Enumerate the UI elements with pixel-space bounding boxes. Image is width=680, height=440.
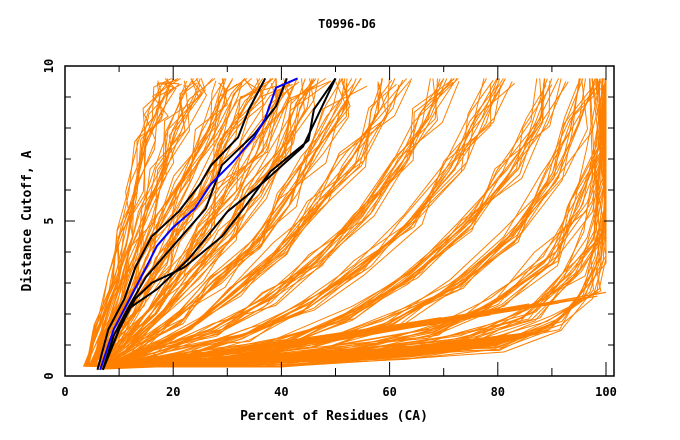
model-line-6-12 — [101, 78, 351, 368]
x-axis: 0 20 40 60 80 100 — [61, 66, 617, 399]
model-line-4-9 — [95, 83, 291, 368]
highlight-blue-line — [99, 77, 298, 371]
model-line-14-8 — [117, 78, 607, 368]
model-line-9-13 — [108, 78, 498, 368]
highlight-black-4-line — [101, 77, 337, 371]
model-lines-dense-band — [97, 329, 552, 370]
model-line-9-11 — [108, 78, 487, 368]
model-line-1-12 — [89, 78, 200, 367]
y-tick-label: 5 — [42, 217, 56, 224]
plot-area — [82, 77, 607, 371]
model-line-4-13 — [100, 78, 277, 367]
model-line-7-10 — [105, 83, 397, 368]
x-tick-label: 100 — [595, 385, 617, 399]
model-line-5-11 — [97, 78, 313, 368]
model-line-8-12 — [101, 78, 441, 368]
model-line-6-11 — [103, 78, 362, 368]
model-line-12-10 — [113, 78, 607, 368]
model-line-7-13 — [105, 84, 400, 368]
x-tick-label: 0 — [61, 385, 68, 399]
model-line-0-12 — [87, 79, 177, 367]
model-line-10-9 — [107, 78, 560, 368]
model-line-6-13 — [99, 83, 354, 368]
model-line-4-11 — [95, 82, 279, 368]
model-line-7-12 — [101, 78, 390, 368]
model-line-0-13 — [88, 77, 172, 367]
model-line-10-10 — [111, 81, 569, 368]
model-line-8-10 — [99, 81, 454, 368]
highlighted-model-lines — [96, 77, 337, 371]
model-line-6-9 — [105, 78, 357, 368]
model-line-3-8 — [96, 80, 243, 368]
model-line-8-0 — [102, 78, 445, 368]
model-line-14-9 — [119, 84, 607, 368]
chart-title: T0996-D6 — [318, 17, 376, 31]
model-line-8-13 — [104, 78, 448, 368]
model-line-0-9 — [87, 79, 175, 367]
x-tick-label: 80 — [491, 385, 505, 399]
x-tick-label: 20 — [166, 385, 180, 399]
model-line-0-10 — [83, 77, 179, 367]
x-axis-label: Percent of Residues (CA) — [240, 409, 428, 424]
model-line-1-10 — [93, 78, 199, 367]
highlight-black-1-line — [96, 77, 267, 371]
model-line-8-8 — [102, 78, 455, 368]
model-line-10-4 — [106, 78, 538, 368]
background-model-lines — [82, 77, 607, 370]
model-line-5-4 — [96, 79, 313, 368]
model-line-9-10 — [105, 81, 513, 368]
model-line-9-5 — [111, 83, 492, 368]
y-tick-label: 10 — [42, 59, 56, 73]
model-line-14-13 — [122, 78, 607, 368]
model-line-5-13 — [94, 84, 312, 368]
model-line-2-10 — [90, 83, 222, 367]
model-line-7-9 — [100, 81, 388, 368]
model-line-5-7 — [96, 80, 315, 368]
model-line-low-39 — [107, 291, 607, 368]
model-line-9-8 — [109, 78, 485, 368]
x-tick-label: 60 — [382, 385, 396, 399]
x-tick-label: 40 — [274, 385, 288, 399]
y-axis-label: Distance Cutoff, A — [20, 150, 35, 291]
y-tick-label: 0 — [42, 372, 56, 379]
model-line-6-7 — [105, 78, 341, 368]
model-line-3-6 — [98, 77, 274, 367]
y-axis: 0 5 10 — [42, 59, 614, 380]
model-line-7-11 — [104, 78, 413, 368]
model-line-8-3 — [100, 81, 460, 368]
